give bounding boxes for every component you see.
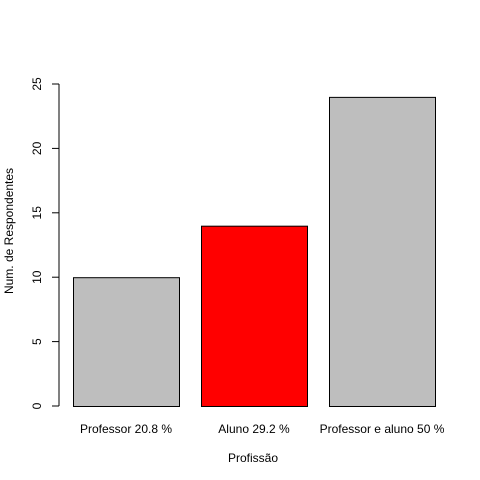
y-tick-label: 10 [30, 270, 44, 284]
bar [329, 96, 436, 407]
bars-group [73, 96, 436, 408]
bar [73, 277, 180, 408]
y-tick-label: 15 [30, 206, 44, 220]
x-tick-labels: Professor 20.8 % Aluno 29.2 % Professor e … [80, 422, 445, 436]
y-tick-label: 5 [30, 338, 44, 345]
x-tick-label: Aluno 29.2 % [218, 422, 290, 436]
y-tick-label: 20 [30, 141, 44, 155]
y-axis-title: Num. de Respondentes [2, 168, 16, 294]
y-tick-label: 25 [30, 77, 44, 91]
x-axis-title: Profissão [228, 451, 278, 465]
x-tick-label: Professor e aluno 50 % [320, 422, 445, 436]
x-tick-label: Professor 20.8 % [80, 422, 172, 436]
y-axis: 0 5 10 15 20 25 [30, 77, 60, 409]
bar [201, 225, 308, 407]
y-tick-label: 0 [30, 402, 44, 409]
